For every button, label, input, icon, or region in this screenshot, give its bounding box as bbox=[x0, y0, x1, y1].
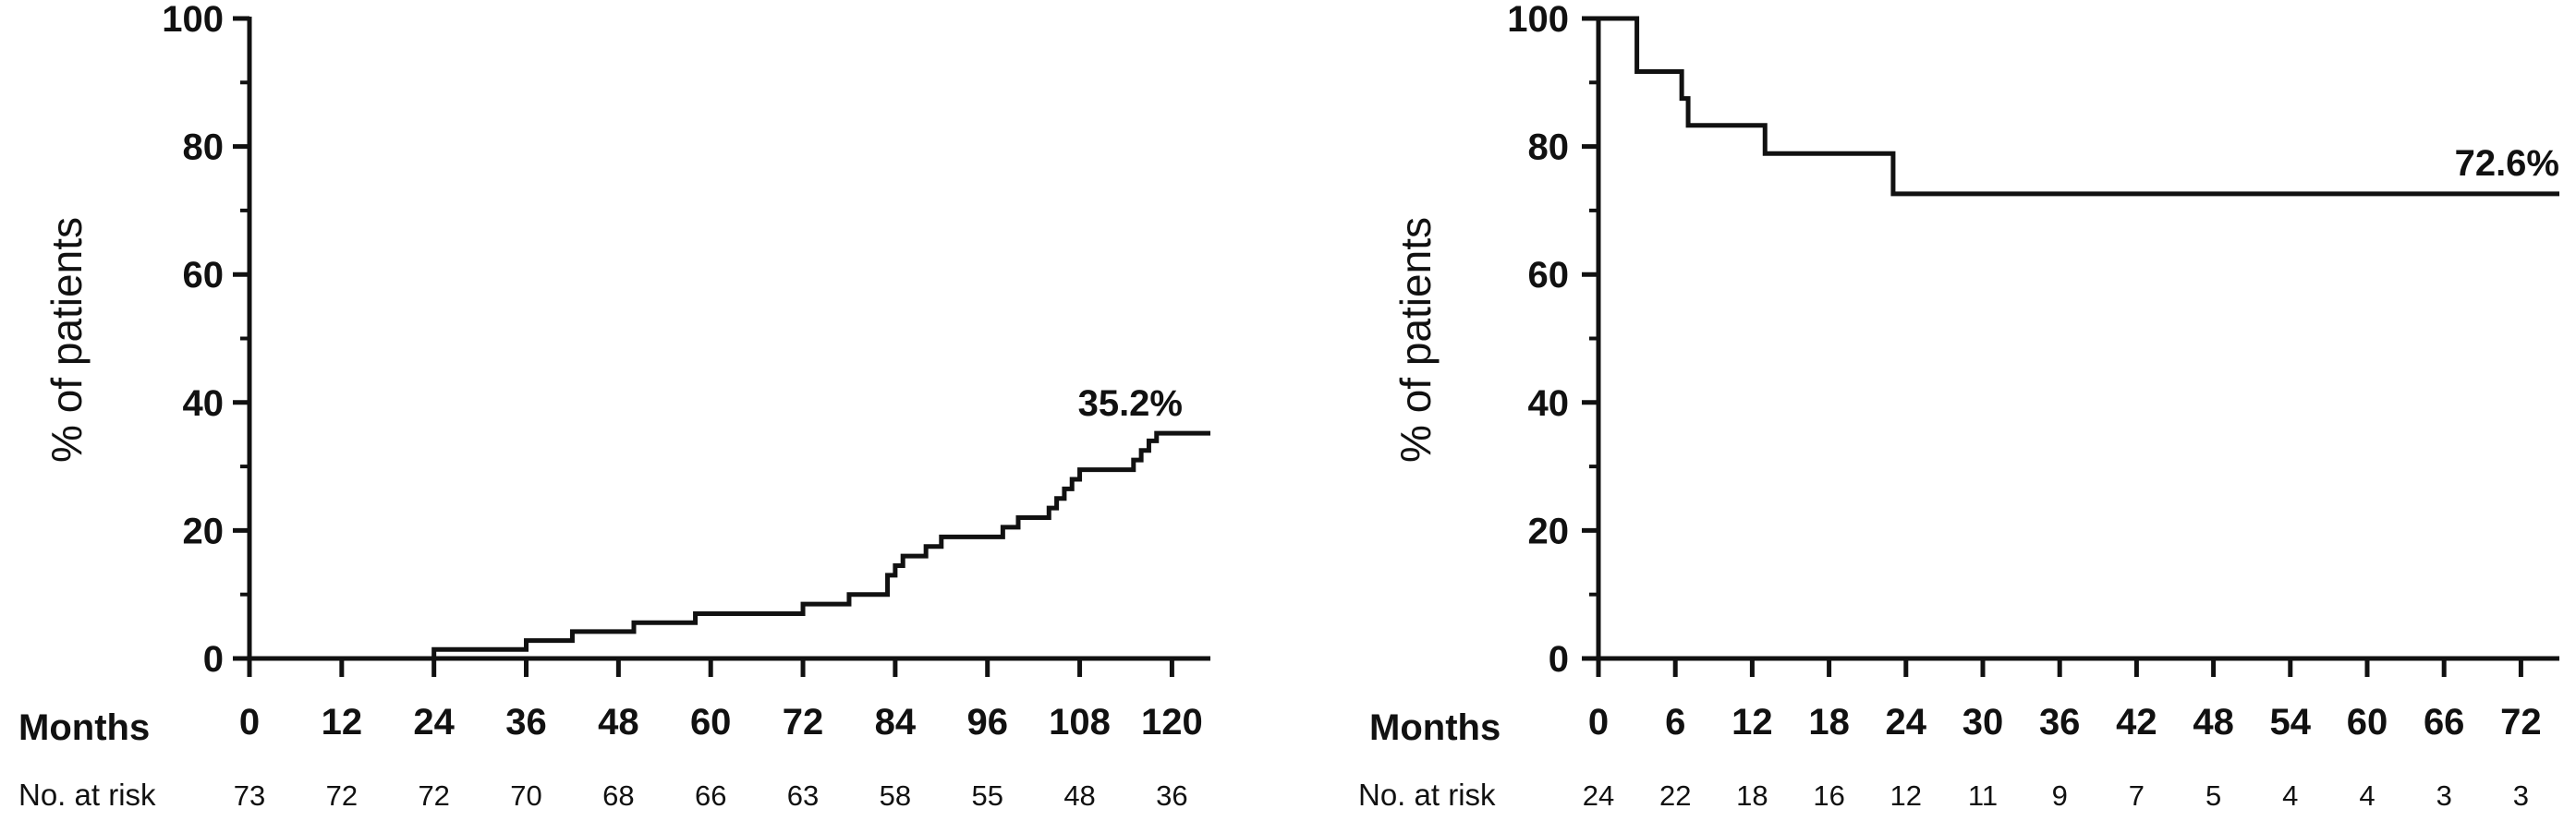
x-tick-label: 120 bbox=[1141, 702, 1203, 743]
y-tick-label: 100 bbox=[1507, 0, 1569, 40]
x-tick-label: 48 bbox=[2193, 702, 2234, 743]
risk-table-value: 3 bbox=[2436, 779, 2452, 812]
risk-table-value: 11 bbox=[1968, 779, 1998, 812]
x-tick-label: 24 bbox=[1886, 702, 1927, 743]
risk-table-value: 36 bbox=[1156, 779, 1187, 812]
x-tick-label: 18 bbox=[1808, 702, 1850, 743]
risk-table-value: 16 bbox=[1813, 779, 1844, 812]
x-tick-label: 0 bbox=[1588, 702, 1609, 743]
y-axis-title: % of patients bbox=[1391, 217, 1440, 463]
risk-table-value: 3 bbox=[2513, 779, 2529, 812]
x-axis-title: Months bbox=[18, 707, 150, 748]
x-tick-label: 66 bbox=[2424, 702, 2465, 743]
x-tick-label: 108 bbox=[1049, 702, 1111, 743]
risk-table-label: No. at risk bbox=[18, 778, 156, 812]
y-tick-label: 20 bbox=[183, 511, 225, 551]
risk-table-value: 9 bbox=[2052, 779, 2068, 812]
x-tick-label: 0 bbox=[239, 702, 260, 743]
risk-table-label: No. at risk bbox=[1358, 778, 1496, 812]
chart-panel-left: 0 20 40 60 80 100 % of patients 0 12 24 36 48 60 72 84… bbox=[18, 0, 1210, 812]
x-tick-label: 96 bbox=[966, 702, 1008, 743]
risk-table-value: 24 bbox=[1583, 779, 1614, 812]
km-step-curve bbox=[1598, 16, 2559, 197]
x-tick-label: 84 bbox=[875, 702, 917, 743]
y-tick-label: 60 bbox=[1528, 255, 1570, 296]
x-tick-label: 42 bbox=[2116, 702, 2157, 743]
end-value-label: 35.2% bbox=[1078, 383, 1183, 424]
x-tick-label: 48 bbox=[598, 702, 639, 743]
y-tick-label: 80 bbox=[1528, 127, 1570, 168]
x-tick-label: 36 bbox=[2039, 702, 2081, 743]
risk-table-value: 63 bbox=[787, 779, 819, 812]
x-tick-label: 12 bbox=[1732, 702, 1773, 743]
risk-table-value: 12 bbox=[1890, 779, 1922, 812]
y-tick-label: 40 bbox=[183, 383, 225, 424]
risk-table-value: 4 bbox=[2359, 779, 2375, 812]
risk-table-value: 5 bbox=[2205, 779, 2221, 812]
risk-table-value: 66 bbox=[695, 779, 726, 812]
y-tick-label: 40 bbox=[1528, 383, 1570, 424]
y-tick-label: 0 bbox=[203, 639, 224, 680]
km-step-curve bbox=[249, 430, 1210, 661]
x-tick-label: 60 bbox=[2347, 702, 2388, 743]
risk-table-value: 73 bbox=[234, 779, 265, 812]
risk-table-value: 72 bbox=[326, 779, 358, 812]
x-axis-title: Months bbox=[1369, 707, 1501, 748]
x-tick-label: 72 bbox=[2500, 702, 2542, 743]
x-tick-label: 12 bbox=[322, 702, 363, 743]
x-tick-label: 60 bbox=[690, 702, 732, 743]
x-tick-label: 6 bbox=[1665, 702, 1685, 743]
risk-table-value: 22 bbox=[1659, 779, 1691, 812]
risk-table-value: 72 bbox=[418, 779, 449, 812]
risk-table-value: 7 bbox=[2129, 779, 2145, 812]
y-tick-label: 0 bbox=[1549, 639, 1569, 680]
x-tick-label: 36 bbox=[505, 702, 547, 743]
y-axis-title: % of patients bbox=[43, 217, 91, 463]
risk-table-value: 55 bbox=[971, 779, 1002, 812]
x-tick-label: 24 bbox=[413, 702, 455, 743]
x-tick-label: 72 bbox=[783, 702, 824, 743]
x-tick-label: 30 bbox=[1962, 702, 2004, 743]
risk-table-value: 48 bbox=[1063, 779, 1095, 812]
risk-table-value: 18 bbox=[1736, 779, 1768, 812]
risk-table-value: 58 bbox=[880, 779, 911, 812]
end-value-label: 72.6% bbox=[2455, 143, 2559, 184]
risk-table-value: 70 bbox=[510, 779, 541, 812]
y-tick-label: 20 bbox=[1528, 511, 1570, 551]
y-tick-label: 80 bbox=[183, 127, 225, 168]
risk-table-value: 68 bbox=[602, 779, 634, 812]
y-tick-label: 100 bbox=[162, 0, 224, 40]
y-tick-label: 60 bbox=[183, 255, 225, 296]
risk-table-value: 4 bbox=[2282, 779, 2298, 812]
x-tick-label: 54 bbox=[2270, 702, 2312, 743]
